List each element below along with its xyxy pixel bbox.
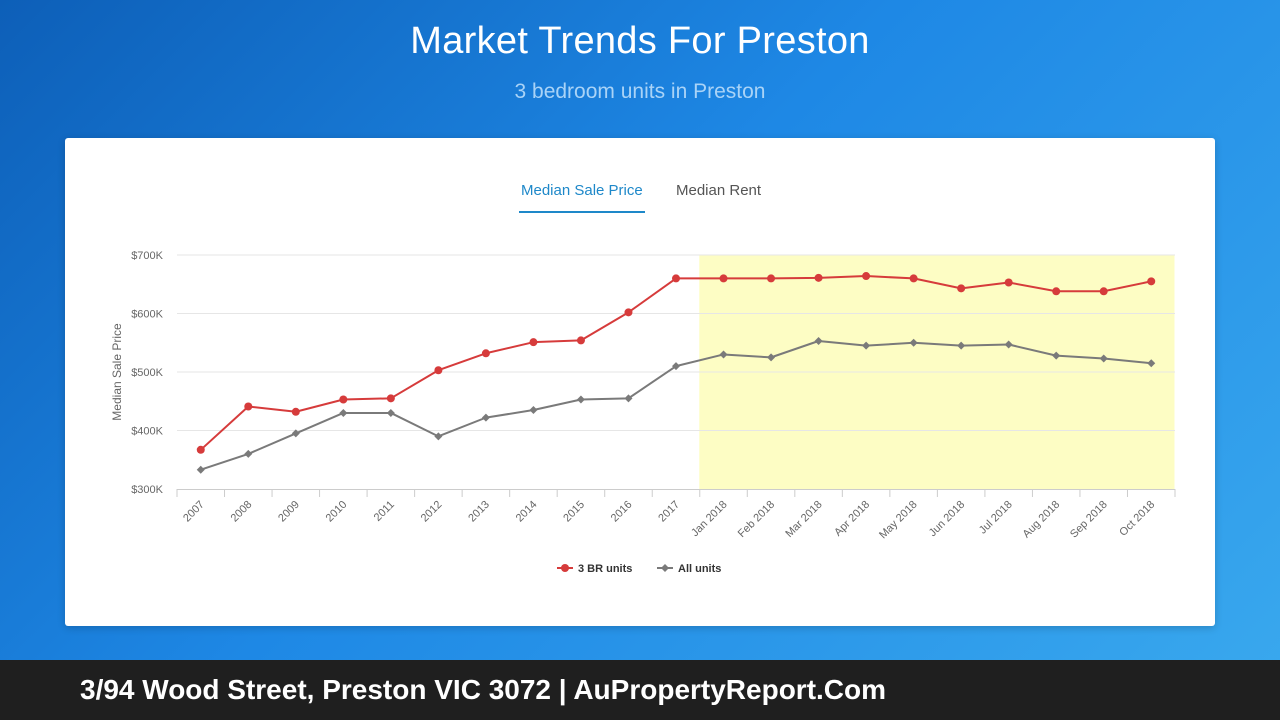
data-point [1004, 278, 1013, 287]
chart-card: Median Sale Price Median Rent $300K $400K… [65, 138, 1215, 626]
data-point [719, 274, 728, 283]
data-point [434, 432, 443, 441]
data-point [862, 272, 871, 281]
data-point [767, 353, 776, 362]
y-tick-label: $600K [131, 309, 163, 321]
data-point [957, 284, 966, 293]
data-point [1099, 354, 1108, 363]
footer-address: 3/94 Wood Street, Preston VIC 3072 | AuP… [80, 674, 887, 705]
data-point [909, 274, 918, 283]
data-point [244, 402, 253, 411]
x-tick-label: 2008 [229, 499, 255, 525]
data-point [386, 408, 395, 417]
y-tick-label: $400K [131, 426, 163, 438]
page-subtitle: 3 bedroom units in Preston [514, 80, 766, 103]
x-tick-label: Sep 2018 [1068, 499, 1110, 541]
data-point [434, 366, 443, 375]
data-point [1004, 340, 1013, 349]
data-point [767, 274, 776, 283]
data-point [672, 274, 680, 283]
y-tick-label: $700K [131, 250, 163, 262]
x-tick-label: Jul 2018 [977, 499, 1015, 537]
y-tick-label: $500K [131, 367, 163, 379]
data-point [576, 336, 585, 345]
tab-median-rent[interactable]: Median Rent [676, 182, 762, 199]
x-tick-label: 2013 [466, 499, 492, 525]
y-axis-title: Median Sale Price [110, 323, 124, 421]
x-tick-label: 2010 [324, 499, 350, 525]
data-point [339, 395, 348, 404]
x-tick-label: 2007 [181, 499, 207, 525]
x-tick-label: 2012 [419, 499, 445, 525]
data-point [909, 338, 918, 347]
data-point [719, 350, 728, 359]
legend-label: 3 BR units [578, 563, 632, 575]
line-chart: $300K $400K $500K $600K $700K Median Sale Pri… [110, 250, 1176, 575]
x-tick-label: May 2018 [877, 499, 920, 542]
data-point [957, 341, 966, 350]
x-tick-label: Jan 2018 [689, 499, 729, 539]
legend-marker [661, 564, 669, 572]
x-tick-label: 2014 [514, 499, 540, 525]
data-point [481, 413, 490, 422]
data-point [339, 408, 348, 417]
x-tick-label: Oct 2018 [1117, 499, 1157, 539]
data-point [529, 338, 538, 347]
tab-median-sale-price[interactable]: Median Sale Price [519, 182, 645, 213]
data-point [1052, 287, 1061, 296]
data-point [576, 395, 585, 404]
data-point [529, 406, 538, 415]
x-tick-label: 2016 [609, 499, 635, 525]
x-tick-label: 2017 [656, 499, 682, 525]
data-point [481, 349, 490, 358]
legend-label: All units [678, 563, 721, 575]
data-point [291, 407, 300, 416]
data-point [196, 465, 205, 474]
data-point [672, 362, 680, 371]
legend-marker [561, 564, 569, 572]
x-tick-label: 2011 [372, 499, 397, 524]
data-point [291, 429, 300, 438]
data-point [1147, 359, 1156, 368]
x-tick-label: Apr 2018 [832, 499, 872, 539]
data-point [1147, 277, 1156, 286]
footer-bar: 3/94 Wood Street, Preston VIC 3072 | AuP… [0, 660, 1280, 720]
x-tick-label: Jun 2018 [927, 499, 967, 539]
data-point [624, 308, 633, 317]
data-point [386, 394, 395, 403]
data-point [624, 394, 633, 403]
data-point [196, 445, 205, 454]
page-title: Market Trends For Preston [410, 20, 870, 62]
data-point [814, 336, 823, 345]
data-point [862, 341, 871, 350]
x-tick-label: Feb 2018 [736, 499, 777, 540]
y-tick-label: $300K [131, 484, 163, 496]
data-point [1052, 351, 1061, 360]
data-point [244, 449, 253, 458]
x-tick-label: Mar 2018 [783, 499, 824, 540]
x-tick-label: Aug 2018 [1021, 499, 1063, 541]
x-tick-label: 2015 [561, 499, 587, 525]
x-tick-label: 2009 [276, 499, 302, 525]
data-point [814, 273, 823, 282]
data-point [1099, 287, 1108, 296]
